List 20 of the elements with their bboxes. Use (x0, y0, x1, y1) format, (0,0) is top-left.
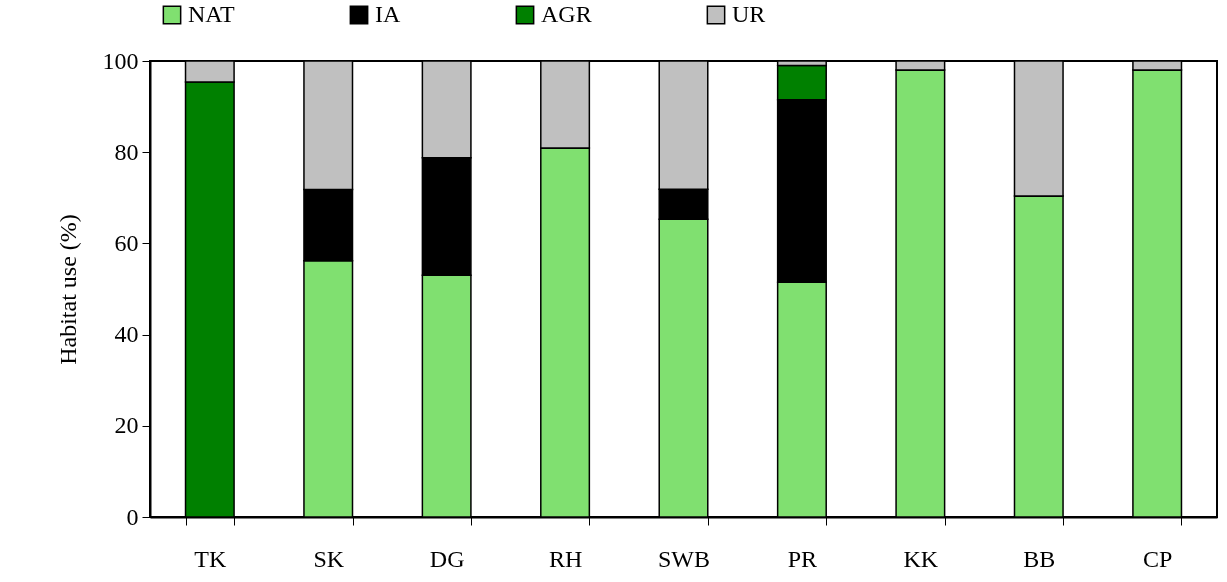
x-tick-label: KK (903, 545, 939, 572)
x-tick-label: RH (548, 545, 583, 572)
legend-label: UR (732, 1, 766, 27)
x-tick-label: BB (1023, 545, 1056, 572)
y-tick-label: 20 (114, 412, 139, 439)
x-tick-label: PR (787, 545, 818, 572)
y-tick-label: 100 (102, 47, 139, 74)
y-axis-title: Habitat use (%) (54, 214, 81, 365)
x-tick-label: SK (313, 545, 345, 572)
x-tick-label: CP (1143, 545, 1173, 572)
y-tick-label: 40 (114, 321, 139, 348)
legend-label: AGR (541, 1, 592, 27)
legend-label: NAT (188, 1, 235, 27)
y-tick-label: 80 (114, 138, 139, 165)
legend-label: IA (375, 1, 401, 27)
x-tick-label: DG (429, 545, 465, 572)
x-tick-label: SWB (657, 545, 711, 572)
y-tick-label: 0 (126, 503, 139, 530)
y-tick-label: 60 (114, 229, 139, 256)
x-tick-label: TK (194, 545, 227, 572)
